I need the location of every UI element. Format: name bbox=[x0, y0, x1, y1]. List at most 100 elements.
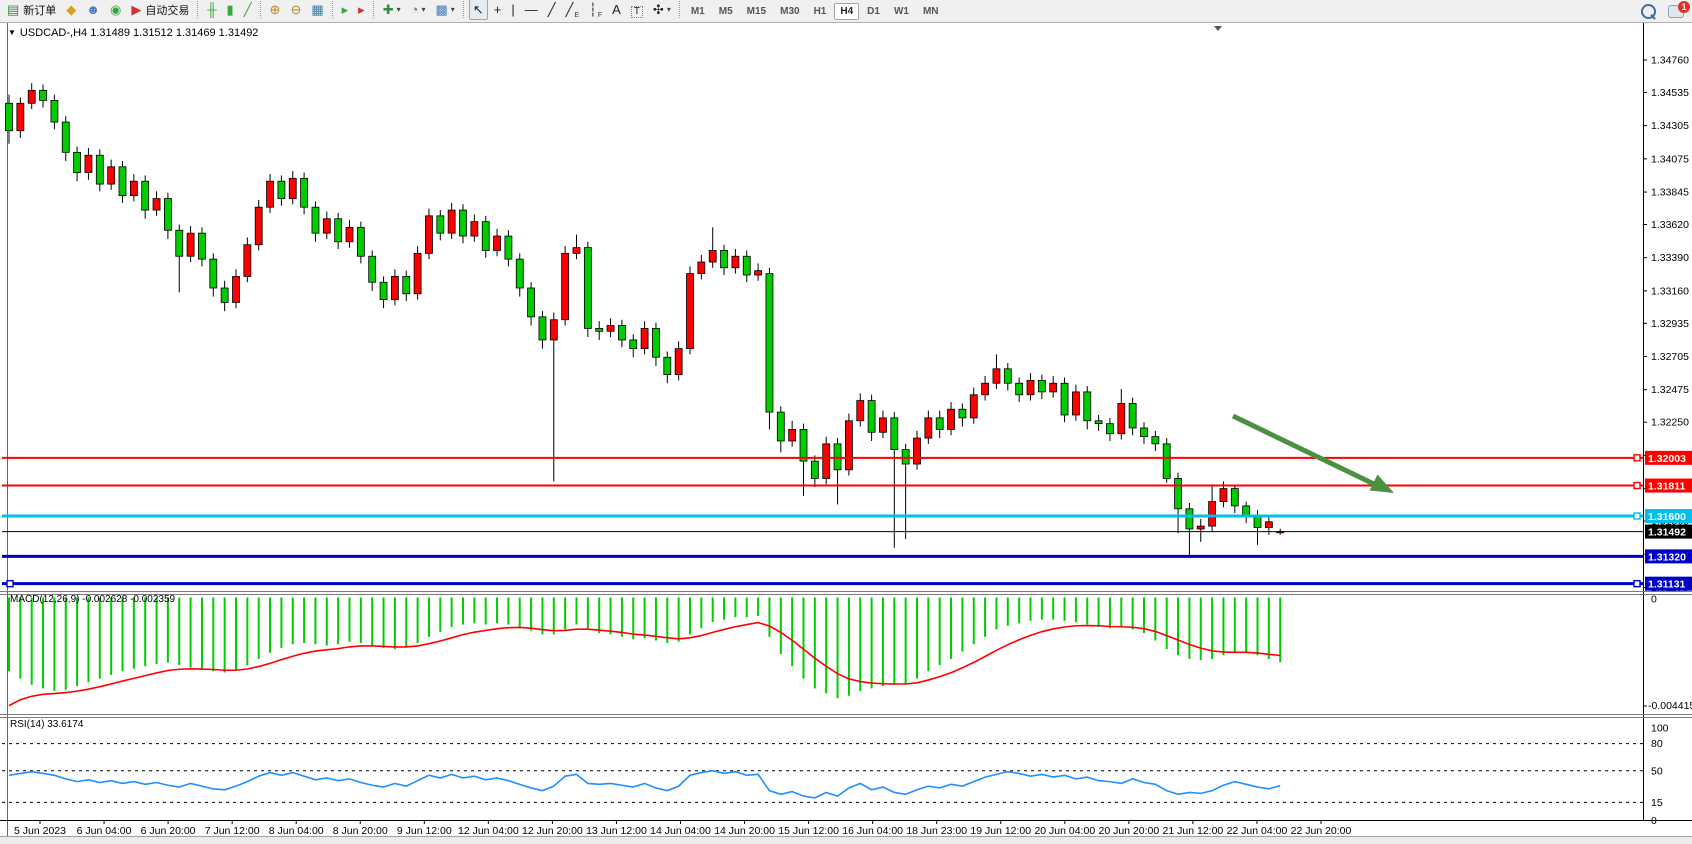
hline-handle[interactable] bbox=[1633, 481, 1641, 490]
chat-icon[interactable]: 1 bbox=[1668, 0, 1690, 18]
time-tick-label: 14 Jun 20:00 bbox=[714, 825, 775, 837]
candle-body bbox=[583, 247, 592, 329]
text-label-button[interactable]: T bbox=[627, 2, 647, 23]
templates-button[interactable]: ▩ ▾ bbox=[432, 0, 459, 20]
price-tick-label: 1.34535 bbox=[1651, 87, 1689, 99]
zoom-out-button[interactable]: ⊖ bbox=[286, 0, 305, 20]
signal-button[interactable]: ◉ bbox=[106, 0, 125, 20]
equidistant-channel-button[interactable]: ╱ E bbox=[562, 0, 584, 20]
candle-body bbox=[1151, 436, 1160, 445]
price-axis[interactable]: 1.34760 1.34535 1.34305 1.34075 1.33845 1.336… bbox=[1643, 55, 1689, 594]
autotrading-button[interactable]: ▶ 自动交易 bbox=[127, 0, 193, 20]
candle-body bbox=[356, 226, 365, 257]
text-button[interactable]: A bbox=[608, 0, 625, 20]
timeframe-m1[interactable]: M1 bbox=[690, 6, 705, 18]
time-tick-label: 12 Jun 04:00 bbox=[458, 825, 519, 837]
new-order-button[interactable]: ▤ 新订单 bbox=[3, 0, 60, 20]
candle-body bbox=[481, 221, 490, 251]
chart-shift-button[interactable]: ▸ bbox=[354, 0, 369, 20]
candle-body bbox=[368, 255, 377, 283]
trend-arrow-line[interactable] bbox=[1231, 413, 1378, 488]
price-line-label-box bbox=[1645, 478, 1692, 493]
time-tick-label: 12 Jun 20:00 bbox=[522, 825, 583, 837]
timeframe-m30[interactable]: M30 bbox=[780, 6, 800, 18]
symbol-ohlc-text: USDCAD-,H4 1.31489 1.31512 1.31469 1.314… bbox=[19, 27, 259, 39]
candle-body bbox=[527, 287, 535, 318]
profile-button[interactable]: ☻ bbox=[82, 0, 104, 20]
candle-body bbox=[1230, 488, 1239, 507]
time-tick-label: 14 Jun 04:00 bbox=[650, 825, 711, 837]
dropdown-caret-icon[interactable]: ▾ bbox=[396, 5, 401, 15]
candle-body bbox=[856, 400, 865, 422]
candle-body bbox=[152, 198, 161, 211]
timeframe-h1[interactable]: H1 bbox=[813, 6, 827, 18]
candle-body bbox=[663, 356, 672, 375]
timeframe-h4[interactable]: H4 bbox=[834, 3, 860, 21]
candle-body bbox=[27, 89, 36, 104]
horizontal-line-button[interactable]: — bbox=[521, 0, 542, 20]
candle-body bbox=[799, 429, 808, 462]
line-chart-button[interactable]: ╱ bbox=[240, 0, 256, 20]
equidistant-channel-icon: ╱ bbox=[565, 2, 574, 18]
candle-body bbox=[129, 180, 138, 197]
candle-body bbox=[1219, 488, 1228, 502]
candle-body bbox=[459, 209, 467, 237]
zoom-in-button[interactable]: ⊕ bbox=[266, 0, 285, 20]
vertical-line-button[interactable]: | bbox=[507, 0, 518, 20]
periods-button[interactable]: ◔ ▾ bbox=[407, 0, 430, 20]
candle-body bbox=[470, 221, 479, 237]
fibonacci-button[interactable]: ┆ F bbox=[585, 0, 606, 20]
candle-body bbox=[243, 244, 252, 277]
candle-body bbox=[288, 177, 297, 199]
timeframe-mn[interactable]: MN bbox=[922, 6, 939, 18]
time-tick-label: 5 Jun 2023 bbox=[14, 825, 66, 837]
candle-body bbox=[765, 273, 774, 413]
timeframe-d1[interactable]: D1 bbox=[867, 6, 880, 18]
dropdown-caret-icon[interactable]: ▾ bbox=[666, 5, 671, 15]
auto-scroll-button[interactable]: ▸ bbox=[338, 0, 353, 20]
candle-body bbox=[561, 252, 570, 321]
time-tick-label: 16 Jun 04:00 bbox=[842, 825, 903, 837]
candle-body bbox=[504, 235, 513, 260]
toolbar-separator bbox=[372, 1, 374, 19]
timeframe-m15[interactable]: M15 bbox=[746, 6, 767, 18]
hline-handle[interactable] bbox=[1633, 512, 1641, 520]
timeframe-w1[interactable]: W1 bbox=[893, 6, 909, 18]
cursor-button[interactable]: ↖ bbox=[468, 0, 488, 21]
candle-body bbox=[1049, 382, 1058, 393]
timeframe-m5[interactable]: M5 bbox=[718, 6, 733, 18]
chart-style-button[interactable]: ◆ bbox=[62, 0, 80, 20]
candle-body bbox=[254, 206, 263, 246]
candle-body bbox=[833, 443, 842, 471]
dropdown-caret-icon[interactable]: ▾ bbox=[421, 5, 426, 15]
dropdown-caret-icon[interactable]: ▾ bbox=[450, 5, 455, 15]
hline-handle[interactable] bbox=[6, 579, 14, 588]
trendline-button[interactable]: ╱ bbox=[544, 0, 560, 20]
candle-body bbox=[958, 408, 967, 419]
chevron-down-icon[interactable]: ▼ bbox=[8, 28, 16, 37]
candlestick-chart-button[interactable]: ▮ bbox=[223, 0, 238, 20]
hline-handle[interactable] bbox=[1633, 454, 1641, 462]
search-icon[interactable] bbox=[1641, 3, 1656, 19]
hline-handle[interactable] bbox=[1633, 579, 1641, 588]
candle-body bbox=[652, 327, 660, 358]
chart-shift-marker[interactable] bbox=[1214, 26, 1222, 31]
time-axis[interactable]: 5 Jun 2023 6 Jun 04:00 6 Jun 20:00 7 Jun 12… bbox=[14, 820, 1352, 837]
text-icon: A bbox=[612, 2, 621, 18]
tile-windows-button[interactable]: ▦ bbox=[307, 0, 327, 20]
candle-body bbox=[845, 420, 853, 471]
crosshair-button[interactable]: + bbox=[490, 0, 506, 20]
macd-indicator-label: MACD(12,26,9) -0.002628 -0.002359 bbox=[10, 594, 176, 605]
indicators-button[interactable]: ✚ ▾ bbox=[379, 0, 405, 20]
candle-body bbox=[198, 232, 206, 260]
bar-chart-button[interactable]: ╫ bbox=[203, 0, 220, 20]
hline-objects[interactable]: 1.32003 1.31811 1.31600 1.31492 1.31320 1.311… bbox=[2, 450, 1692, 591]
candle-body bbox=[572, 247, 581, 254]
rsi-axis-label: 15 bbox=[1651, 797, 1663, 809]
trend-arrow[interactable] bbox=[1231, 413, 1395, 494]
candle-body bbox=[1037, 379, 1046, 393]
price-tick-label: 1.33390 bbox=[1651, 252, 1689, 264]
trend-arrow-head[interactable] bbox=[1369, 474, 1395, 494]
arrows-button[interactable]: ✣ ▾ bbox=[649, 0, 675, 20]
price-line-label-box bbox=[1645, 524, 1692, 539]
